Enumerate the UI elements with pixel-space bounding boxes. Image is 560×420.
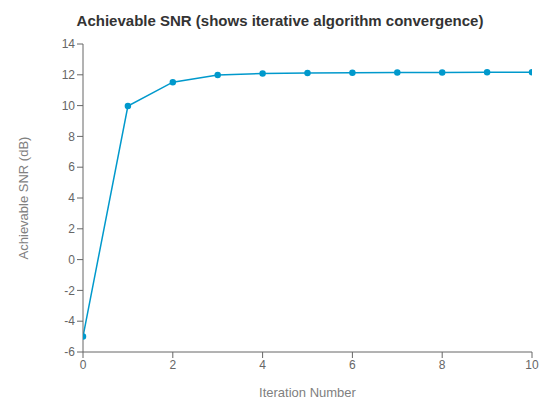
svg-text:4: 4	[68, 191, 75, 205]
svg-text:8: 8	[68, 130, 75, 144]
svg-text:-2: -2	[64, 284, 75, 298]
svg-text:6: 6	[349, 358, 356, 372]
svg-text:0: 0	[80, 358, 87, 372]
svg-text:-6: -6	[64, 345, 75, 359]
svg-text:4: 4	[259, 358, 266, 372]
svg-text:10: 10	[62, 99, 76, 113]
svg-text:14: 14	[62, 37, 76, 51]
svg-text:0: 0	[68, 253, 75, 267]
svg-text:-4: -4	[64, 314, 75, 328]
html-text:Achievable SNR (shows iterativ: Achievable SNR (shows iterative algorith…	[76, 12, 484, 29]
svg-text:Achievable SNR (dB): Achievable SNR (dB)	[16, 137, 31, 260]
svg-text:2: 2	[169, 358, 176, 372]
svg-text:Iteration Number: Iteration Number	[259, 385, 356, 400]
svg-text:6: 6	[68, 160, 75, 174]
svg-text:12: 12	[62, 68, 76, 82]
svg-text:2: 2	[68, 222, 75, 236]
svg-text:10: 10	[525, 358, 539, 372]
svg-text:8: 8	[439, 358, 446, 372]
